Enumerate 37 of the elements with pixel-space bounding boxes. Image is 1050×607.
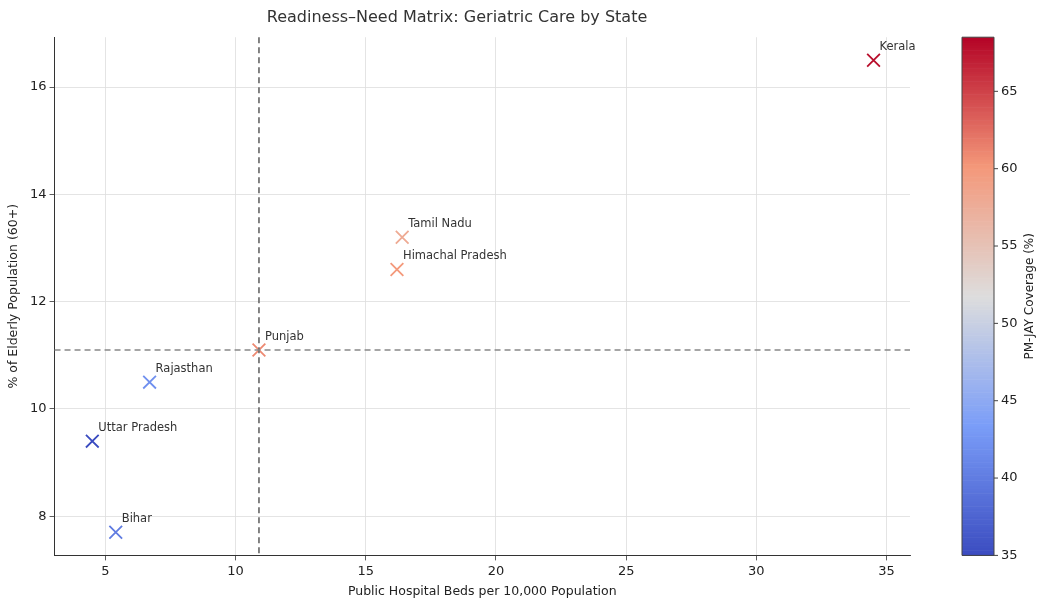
- y-tick-label: 12: [30, 293, 47, 309]
- x-tick-label: 25: [617, 562, 635, 578]
- point: [251, 342, 267, 358]
- color-bar-label: 60: [1001, 160, 1018, 176]
- x-tick-label: 15: [357, 562, 375, 578]
- x-tick-label: 20: [487, 562, 505, 578]
- series-label: Tamil Nadu: [407, 216, 472, 231]
- color-bar-label: 50: [1001, 314, 1018, 330]
- x-axis-title: Public Hospital Beds per 10,000 Population: [347, 582, 617, 598]
- point: [394, 230, 410, 245]
- y-tick-label: 16: [30, 78, 47, 94]
- series-label: Punjab: [264, 328, 304, 343]
- y-tick-label: 8: [38, 507, 47, 523]
- color-bar-title: PM-JAY Coverage (%): [1022, 233, 1037, 360]
- series-label: Bihar: [121, 511, 153, 526]
- y-axis-title: % of Elderly Population (60+): [4, 203, 20, 389]
- point: [85, 433, 100, 449]
- color-bar-label: 65: [1001, 82, 1018, 98]
- point: [866, 53, 881, 68]
- series-label: Rajasthan: [155, 361, 213, 376]
- y-tick-label: 14: [30, 185, 47, 201]
- chart-title: Readiness–Need Matrix: Geriatric Care by State: [266, 6, 648, 26]
- series-label: Uttar Pradesh: [98, 420, 178, 435]
- series-label: Kerala: [879, 39, 916, 54]
- color-bar-label: 35: [1001, 546, 1018, 562]
- point: [389, 262, 405, 277]
- x-tick-label: 35: [878, 562, 895, 578]
- x-tick-label: 5: [101, 562, 110, 578]
- x-tick-label: 10: [227, 562, 244, 578]
- color-bar-label: 55: [1001, 237, 1018, 253]
- point: [108, 525, 123, 540]
- x-tick-label: 30: [748, 562, 765, 578]
- color-bar-label: 45: [1001, 392, 1018, 408]
- y-tick-label: 10: [30, 400, 47, 416]
- color-bar-label: 40: [1001, 469, 1018, 485]
- series-label: Himachal Pradesh: [402, 248, 507, 263]
- point: [142, 374, 157, 390]
